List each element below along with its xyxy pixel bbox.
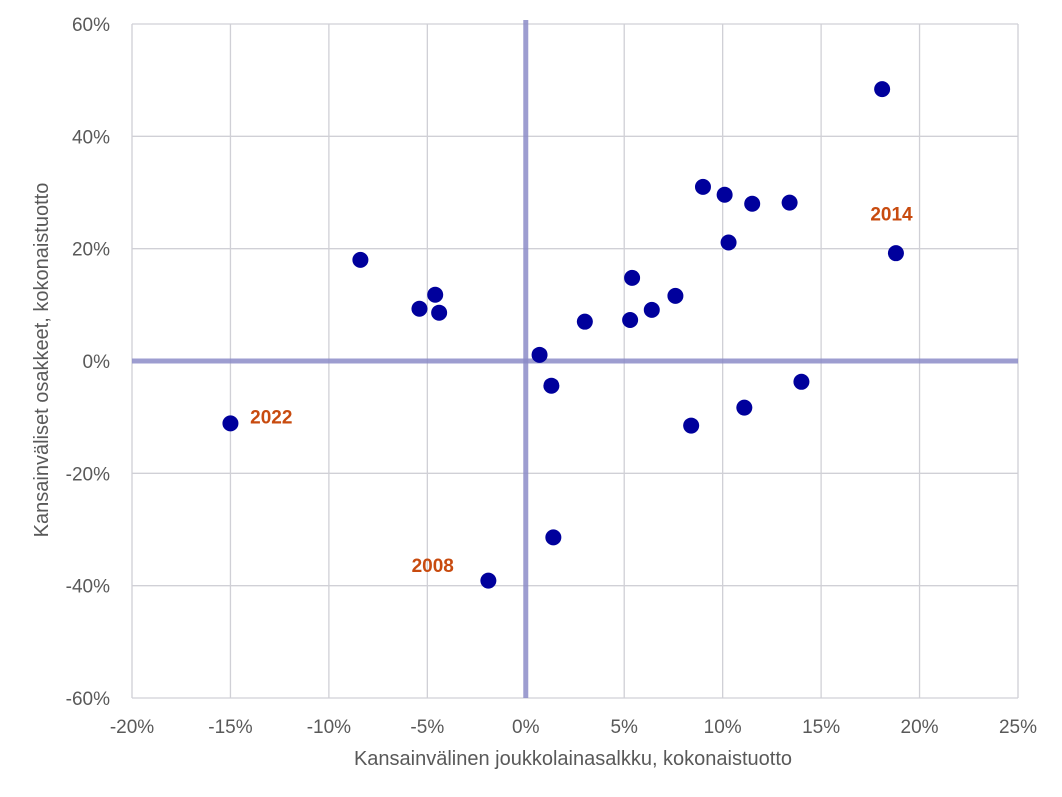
- zero-lines: [132, 20, 1018, 698]
- y-axis-ticks: -60% -40% -20% 0% 20% 40% 60%: [66, 15, 110, 710]
- data-point: [427, 286, 444, 303]
- year-annotation: 2008: [412, 556, 454, 577]
- y-tick-label: 40%: [72, 127, 110, 148]
- x-tick-label: -5%: [410, 717, 444, 738]
- data-point: [624, 269, 641, 286]
- data-point: [352, 251, 369, 268]
- y-tick-label: 0%: [83, 352, 111, 373]
- year-annotation: 2022: [250, 407, 292, 428]
- data-point: [531, 346, 548, 363]
- data-point: [744, 195, 761, 212]
- data-point: [545, 529, 562, 546]
- x-tick-label: -15%: [208, 717, 252, 738]
- x-axis-ticks: -20% -15% -10% -5% 0% 5% 10% 15% 20% 25%: [110, 717, 1037, 738]
- data-point: [431, 304, 448, 321]
- data-point: [781, 194, 798, 211]
- x-tick-label: 15%: [802, 717, 840, 738]
- data-point: [543, 377, 560, 394]
- data-point: [622, 311, 639, 328]
- year-annotation: 2014: [870, 205, 913, 226]
- data-point: [720, 234, 737, 251]
- x-tick-label: -10%: [307, 717, 351, 738]
- data-point: [480, 572, 497, 589]
- x-tick-label: 25%: [999, 717, 1037, 738]
- y-tick-label: 60%: [72, 15, 110, 36]
- data-point: [874, 81, 891, 98]
- x-tick-label: -20%: [110, 717, 154, 738]
- data-point: [411, 300, 428, 317]
- data-points: [222, 81, 904, 589]
- data-point: [667, 287, 684, 304]
- y-tick-label: -40%: [66, 577, 110, 598]
- data-point: [716, 186, 733, 203]
- annotations: 2014 2022 2008: [250, 205, 913, 578]
- y-tick-label: -60%: [66, 689, 110, 710]
- data-point: [793, 373, 810, 390]
- data-point: [683, 417, 700, 434]
- data-point: [576, 313, 593, 330]
- x-tick-label: 20%: [901, 717, 939, 738]
- data-point: [694, 178, 711, 195]
- data-point: [222, 415, 239, 432]
- x-tick-label: 10%: [704, 717, 742, 738]
- y-tick-label: -20%: [66, 464, 110, 485]
- y-tick-label: 20%: [72, 240, 110, 261]
- data-point: [643, 301, 660, 318]
- data-point: [736, 399, 753, 416]
- x-tick-label: 0%: [512, 717, 540, 738]
- data-point: [887, 245, 904, 262]
- x-axis-title: Kansainvälinen joukkolainasalkku, kokona…: [354, 748, 792, 770]
- x-tick-label: 5%: [610, 717, 638, 738]
- y-axis-title: Kansainväliset osakkeet, kokonaistuotto: [31, 183, 53, 538]
